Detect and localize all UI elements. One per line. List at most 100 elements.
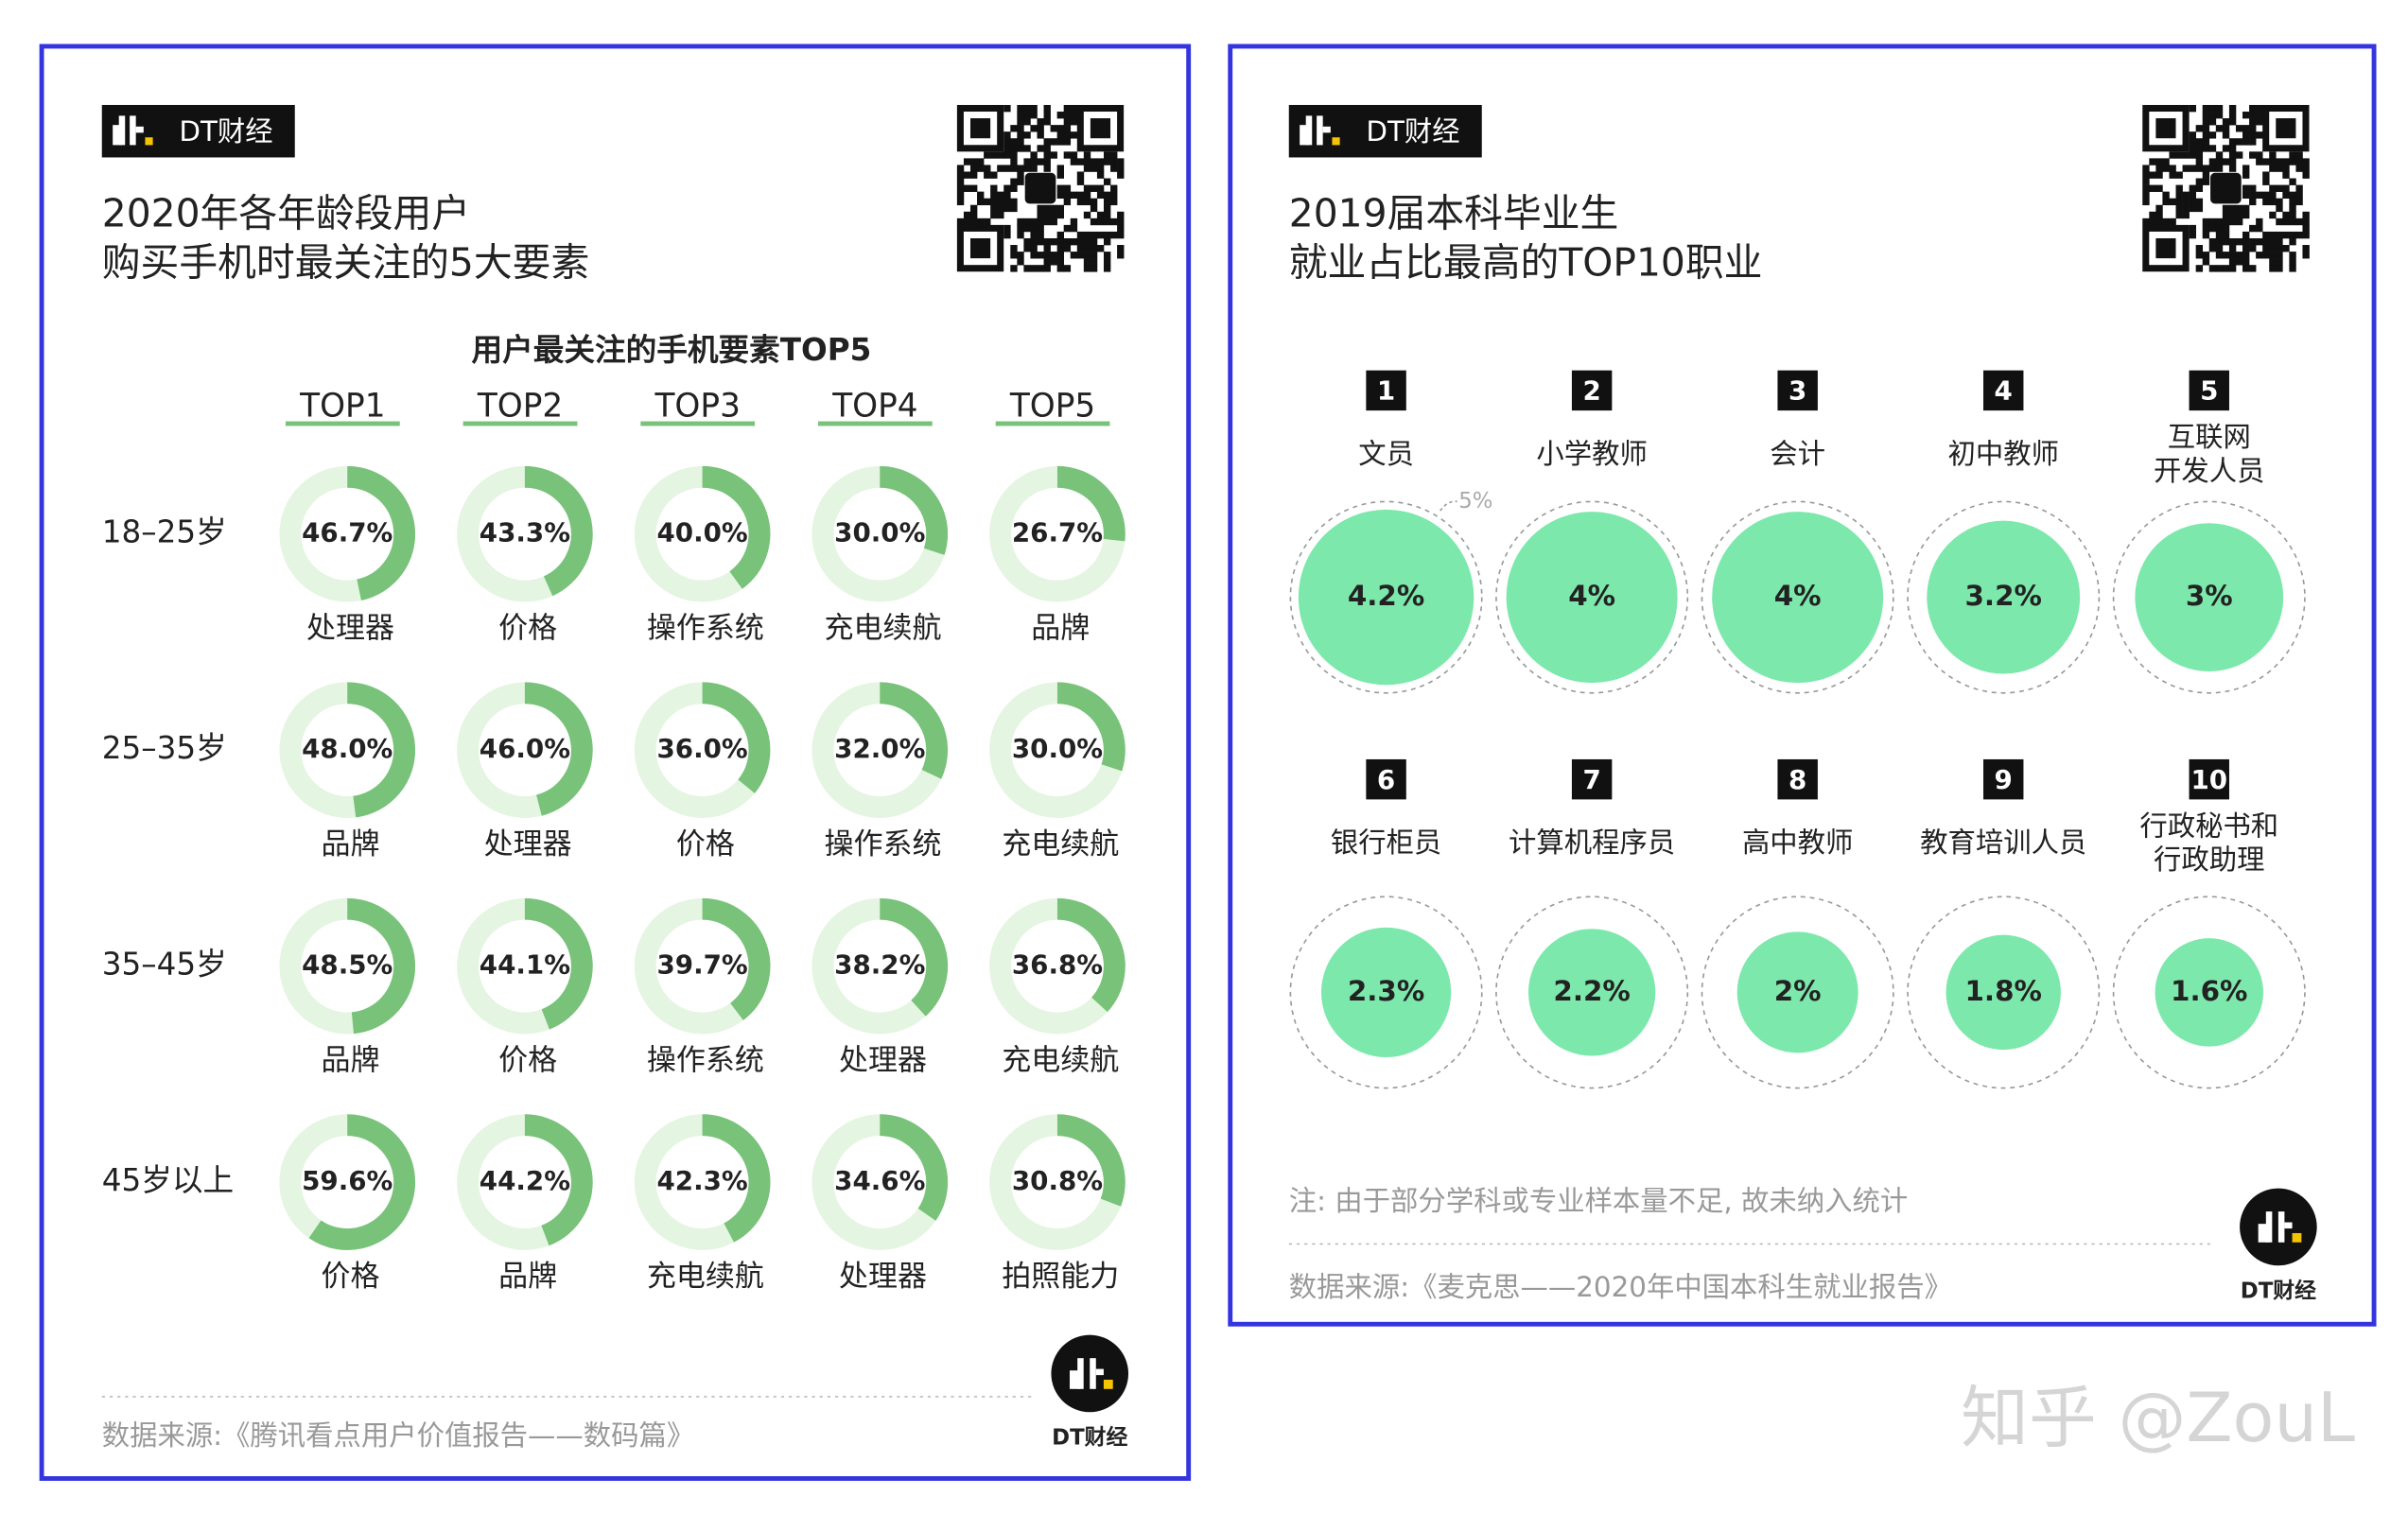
- qr-module: [1083, 245, 1091, 252]
- item-name: 品牌: [321, 827, 379, 861]
- qr-module: [2195, 151, 2204, 159]
- qr-module: [1090, 237, 1098, 246]
- qr-module: [2175, 184, 2183, 192]
- qr-module: [984, 218, 991, 226]
- qr-module: [2256, 158, 2263, 165]
- qr-module: [1076, 171, 1085, 179]
- qr-module: [1037, 158, 1044, 165]
- qr-module: [1043, 151, 1051, 159]
- row-label: 25–35岁: [102, 730, 227, 766]
- value-label: 4%: [1774, 580, 1822, 612]
- qr-module: [956, 171, 965, 179]
- qr-module: [969, 218, 978, 226]
- qr-module: [2249, 138, 2257, 146]
- qr-module: [2276, 204, 2283, 213]
- qr-module: [1017, 138, 1024, 146]
- qr-module: [2289, 265, 2296, 272]
- qr-module: [2142, 178, 2150, 185]
- qr-module: [2215, 245, 2224, 252]
- qr-module: [1023, 158, 1031, 165]
- value-label: 30.0%: [834, 517, 925, 548]
- qr-module: [1010, 158, 1018, 165]
- qr-module: [997, 151, 1004, 159]
- qr-module: [2155, 204, 2163, 213]
- qr-module: [1083, 237, 1091, 246]
- qr-module: [1017, 252, 1024, 259]
- qr-module: [1017, 165, 1024, 172]
- qr-module: [1043, 237, 1051, 246]
- qr-module: [1037, 265, 1044, 272]
- qr-module: [1103, 151, 1111, 159]
- occupation: 行政秘书和: [2139, 809, 2278, 842]
- qr-module: [1096, 218, 1105, 226]
- qr-module: [2195, 184, 2204, 192]
- qr-module: [2182, 211, 2190, 219]
- footer-brand: DT财经: [2241, 1278, 2316, 1303]
- qr-module: [1083, 231, 1091, 239]
- qr-module: [2228, 112, 2237, 119]
- reference-circle: [1701, 896, 1894, 1089]
- qr-module: [2228, 218, 2237, 226]
- qr-module: [1103, 158, 1111, 165]
- reference-circle: [1289, 500, 1483, 694]
- qr-module: [2202, 218, 2210, 226]
- qr-module: [2289, 218, 2296, 226]
- qr-module: [1063, 125, 1072, 132]
- qr-module: [1043, 158, 1051, 165]
- logo-glyph: [135, 126, 144, 133]
- qr-module: [2155, 165, 2163, 172]
- qr-module: [2289, 198, 2296, 206]
- donut-segment: [1056, 897, 1125, 1013]
- qr-module: [2175, 171, 2183, 179]
- qr-module: [1050, 138, 1057, 146]
- qr-module: [1023, 165, 1031, 172]
- qr-finder: [969, 237, 991, 259]
- qr-module: [2228, 151, 2237, 159]
- column-header: TOP3: [654, 387, 741, 425]
- qr-module: [1117, 211, 1125, 219]
- qr-module: [2208, 224, 2217, 233]
- qr-module: [2215, 151, 2224, 159]
- qr-module: [2189, 231, 2196, 239]
- qr-module: [2249, 224, 2257, 233]
- qr-module: [1003, 131, 1011, 139]
- qr-module: [2195, 138, 2204, 146]
- qr-module: [2295, 198, 2303, 206]
- qr-module: [1043, 112, 1051, 119]
- qr-module: [2202, 145, 2210, 152]
- qr-module: [2215, 237, 2224, 246]
- qr-module: [956, 198, 965, 206]
- column-underline: [995, 421, 1110, 426]
- qr-module: [1056, 191, 1065, 200]
- logo-glyph: [2292, 1232, 2302, 1243]
- qr-module: [1017, 218, 1024, 226]
- value-label: 46.7%: [302, 517, 393, 548]
- qr-module: [977, 165, 985, 172]
- qr-module: [1110, 191, 1118, 200]
- qr-module: [2282, 245, 2290, 252]
- qr-module: [2256, 224, 2263, 233]
- qr-module: [2228, 145, 2237, 152]
- qr-module: [2175, 204, 2183, 213]
- qr-module: [1003, 145, 1011, 152]
- qr-module: [2222, 265, 2230, 272]
- qr-module: [1096, 245, 1105, 252]
- qr-finder: [969, 118, 991, 139]
- qr-module: [1110, 151, 1118, 159]
- qr-module: [997, 204, 1004, 213]
- item-name: 价格: [498, 611, 557, 645]
- qr-module: [2208, 245, 2217, 252]
- qr-module: [2142, 184, 2150, 192]
- qr-module: [1037, 204, 1044, 213]
- qr-module: [956, 191, 965, 200]
- qr-module: [1083, 198, 1091, 206]
- qr-module: [1017, 231, 1024, 239]
- logo-glyph: [145, 137, 153, 146]
- qr-module: [1056, 237, 1065, 246]
- qr-module: [1043, 245, 1051, 252]
- qr-module: [1050, 151, 1057, 159]
- qr-module: [2249, 191, 2257, 200]
- qr-module: [1030, 265, 1038, 272]
- item-name: 价格: [321, 1260, 379, 1294]
- qr-module: [1083, 184, 1091, 192]
